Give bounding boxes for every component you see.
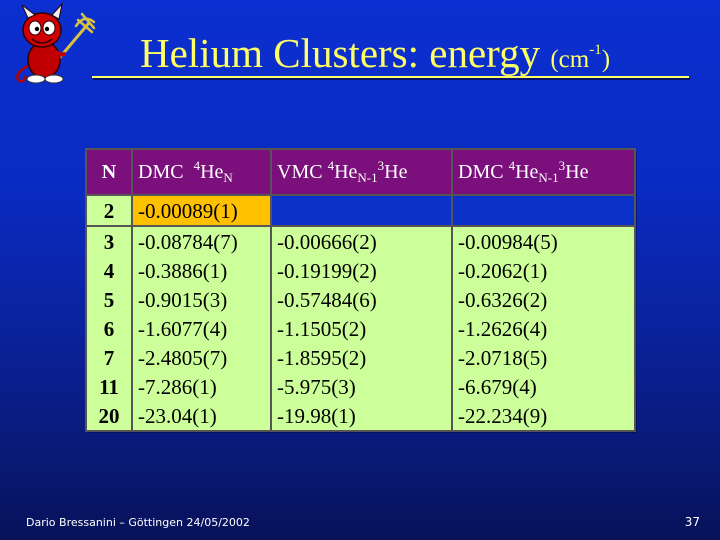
cell-n: 6 bbox=[85, 314, 133, 343]
table-row: 3 -0.08784(7) -0.00666(2) -0.00984(5) bbox=[85, 225, 636, 256]
table-row: 5 -0.9015(3) -0.57484(6) -0.6326(2) bbox=[85, 285, 636, 314]
title-main: Helium Clusters: energy bbox=[140, 30, 541, 76]
title-underline bbox=[92, 76, 689, 78]
cell-dmc-he4: -7.286(1) bbox=[131, 372, 272, 401]
title-unit: (cm-1) bbox=[550, 42, 611, 73]
cell-vmc-mixed: -1.8595(2) bbox=[270, 343, 453, 372]
cell-dmc-mixed: -0.00984(5) bbox=[451, 225, 636, 256]
devil-mascot-icon bbox=[16, 2, 96, 84]
cell-dmc-mixed: -0.6326(2) bbox=[451, 285, 636, 314]
cell-dmc-he4: -0.08784(7) bbox=[131, 226, 272, 256]
table-row: 20 -23.04(1) -19.98(1) -22.234(9) bbox=[85, 401, 636, 432]
cell-vmc-mixed: -0.00666(2) bbox=[270, 225, 453, 256]
cell-dmc-mixed: -1.2626(4) bbox=[451, 314, 636, 343]
slide-title: Helium Clusters: energy (cm-1) bbox=[140, 26, 610, 84]
cell-n: 11 bbox=[85, 372, 133, 401]
cell-dmc-mixed: -6.679(4) bbox=[451, 372, 636, 401]
cell-vmc-mixed: -0.19199(2) bbox=[270, 256, 453, 285]
cell-dmc-he4: -0.00089(1) bbox=[131, 195, 272, 227]
footer-author: Dario Bressanini – Göttingen 24/05/2002 bbox=[26, 516, 250, 529]
header-dmc-mixed: DMC 4HeN-13He bbox=[451, 148, 636, 196]
cell-vmc-mixed: -1.1505(2) bbox=[270, 314, 453, 343]
cell-dmc-mixed bbox=[451, 195, 636, 227]
cell-dmc-he4: -23.04(1) bbox=[131, 401, 272, 432]
cell-n: 7 bbox=[85, 343, 133, 372]
table-row: 4 -0.3886(1) -0.19199(2) -0.2062(1) bbox=[85, 256, 636, 285]
header-vmc-mixed: VMC 4HeN-13He bbox=[270, 148, 453, 196]
table-row: 2 -0.00089(1) bbox=[85, 195, 636, 227]
cell-n: 3 bbox=[85, 226, 133, 256]
cell-vmc-mixed: -5.975(3) bbox=[270, 372, 453, 401]
cell-n: 4 bbox=[85, 256, 133, 285]
table-row: 6 -1.6077(4) -1.1505(2) -1.2626(4) bbox=[85, 314, 636, 343]
page-number: 37 bbox=[684, 515, 700, 529]
table-row: 7 -2.4805(7) -1.8595(2) -2.0718(5) bbox=[85, 343, 636, 372]
table-header-row: N DMC 4HeN VMC 4HeN-13He DMC 4HeN-13He bbox=[85, 148, 636, 196]
header-dmc-he4: DMC 4HeN bbox=[131, 148, 272, 196]
cell-dmc-mixed: -22.234(9) bbox=[451, 401, 636, 432]
header-n: N bbox=[85, 148, 133, 196]
cell-vmc-mixed bbox=[270, 195, 453, 227]
table-row: 11 -7.286(1) -5.975(3) -6.679(4) bbox=[85, 372, 636, 401]
energy-table: N DMC 4HeN VMC 4HeN-13He DMC 4HeN-13He 2… bbox=[85, 148, 636, 432]
cell-dmc-he4: -2.4805(7) bbox=[131, 343, 272, 372]
cell-n: 2 bbox=[85, 195, 133, 227]
cell-dmc-he4: -1.6077(4) bbox=[131, 314, 272, 343]
cell-dmc-he4: -0.9015(3) bbox=[131, 285, 272, 314]
cell-n: 20 bbox=[85, 401, 133, 432]
cell-n: 5 bbox=[85, 285, 133, 314]
cell-dmc-mixed: -2.0718(5) bbox=[451, 343, 636, 372]
cell-vmc-mixed: -0.57484(6) bbox=[270, 285, 453, 314]
cell-dmc-mixed: -0.2062(1) bbox=[451, 256, 636, 285]
cell-dmc-he4: -0.3886(1) bbox=[131, 256, 272, 285]
cell-vmc-mixed: -19.98(1) bbox=[270, 401, 453, 432]
